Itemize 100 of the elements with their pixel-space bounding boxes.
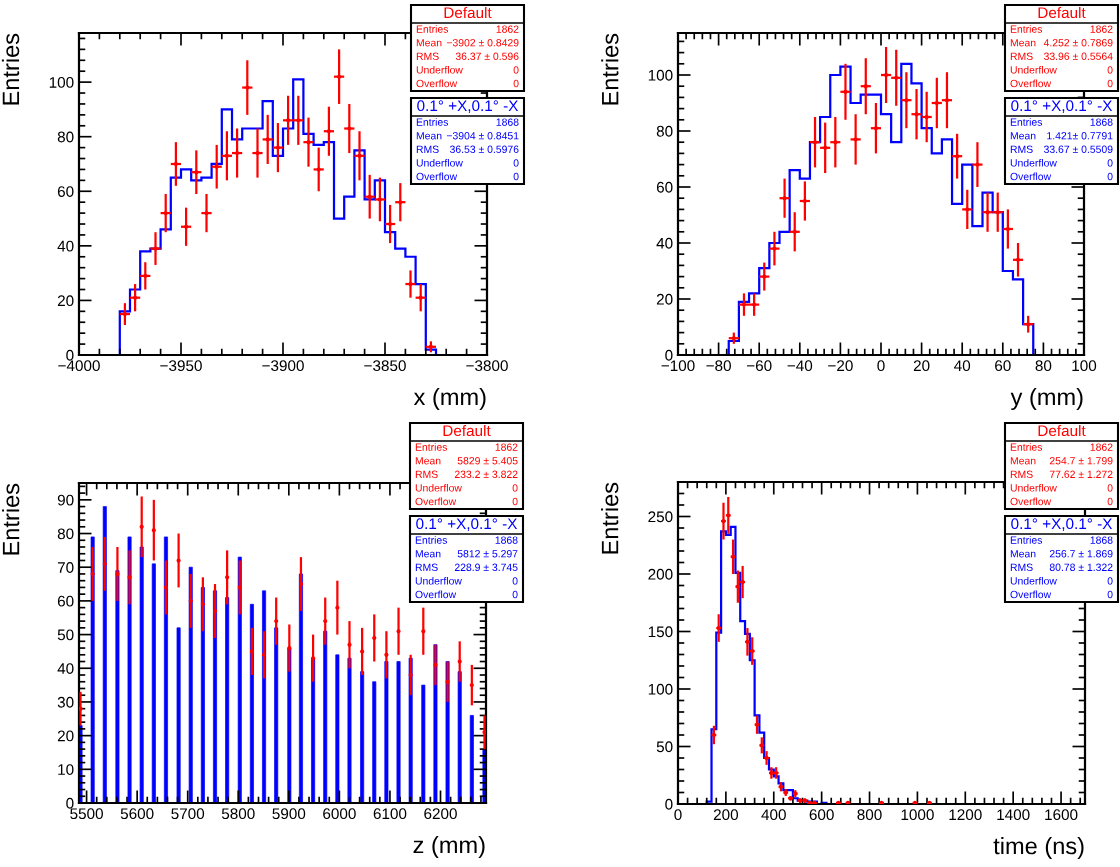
point (384, 652, 389, 657)
y-tick-label: 100 (648, 69, 673, 81)
text: Default (1038, 6, 1086, 19)
x-tick-label: 100 (1072, 360, 1097, 372)
point (335, 605, 340, 610)
text: Mean 5829 ± 5.405 (415, 457, 518, 465)
x-tick-label: −100 (661, 360, 695, 372)
y-tick-label: 0 (66, 797, 74, 809)
x-axis-title: time (ns) (993, 836, 1084, 859)
text: 0.1° +X,0.1° -X (416, 518, 518, 531)
annotation: Mean −3904 ± 0.8451 (416, 132, 519, 140)
y-tick-label: 250 (648, 511, 673, 523)
x-tick-label: −60 (747, 360, 772, 372)
bar (360, 671, 365, 803)
point (298, 581, 304, 587)
bar (151, 563, 156, 803)
text: Entries 1868 (1010, 536, 1113, 544)
point (408, 672, 413, 678)
point (261, 652, 267, 657)
point (274, 619, 279, 624)
y-tick-label: 40 (57, 663, 74, 674)
x-tick-label: −4000 (58, 360, 100, 372)
text: Mean 254.7 ± 1.799 (1010, 457, 1113, 465)
y-axis-title: Entries (1, 33, 20, 105)
point (212, 608, 218, 614)
text: Overflow 0 (416, 79, 519, 88)
x-tick-label: −3950 (160, 360, 202, 372)
text: 0.1° +X,0.1° -X (1011, 100, 1113, 113)
bar (274, 627, 279, 803)
y-axis-title: Entries (601, 482, 619, 554)
y-tick-label: 200 (648, 568, 673, 580)
text: Overflow 0 (1010, 497, 1113, 506)
annotation: RMS 33.67 ± 0.5509 (1010, 145, 1113, 153)
bar (335, 654, 340, 803)
text: RMS 228.9 ± 3.745 (415, 563, 518, 571)
text: Entries 1868 (1010, 118, 1113, 126)
x-tick-label: 400 (761, 809, 786, 821)
bar (311, 657, 316, 803)
point (188, 598, 193, 603)
annotation: Mean 4.252 ± 0.7869 (1010, 39, 1113, 47)
bar (323, 630, 328, 803)
text: Overflow 0 (1010, 172, 1113, 181)
y-tick-label: 0 (66, 349, 74, 361)
text: RMS 233.2 ± 3.822 (415, 470, 518, 478)
x-tick-label: 200 (713, 809, 739, 821)
bar (372, 681, 377, 803)
y-axis-title: Entries (2, 483, 20, 555)
x-tick-label: 40 (954, 360, 971, 372)
text: RMS 77.62 ± 1.272 (1010, 470, 1113, 478)
x-axis-title: x (mm) (413, 387, 486, 410)
x-axis-title: z (mm) (413, 835, 485, 858)
text: Mean 256.7 ± 1.869 (1010, 550, 1113, 558)
point (396, 629, 401, 634)
bar (298, 573, 303, 803)
x-tick-label: −3900 (262, 360, 304, 372)
x-tick-label: 600 (809, 809, 834, 821)
point (151, 528, 156, 533)
text: Overflow 0 (416, 172, 519, 181)
bar (262, 590, 267, 803)
y-tick-label: 0 (665, 798, 673, 810)
text: Overflow 0 (415, 497, 518, 506)
text: Underflow 0 (1010, 483, 1113, 492)
point (287, 645, 292, 651)
y-tick-label: 90 (57, 494, 74, 506)
text: Mean 5812 ± 5.297 (415, 550, 518, 558)
y-tick-label: 40 (656, 237, 673, 249)
x-tick-label: 1200 (949, 809, 982, 821)
point (163, 585, 169, 590)
text: Entries 1868 (415, 536, 518, 544)
x-tick-label: 1600 (1045, 809, 1078, 821)
x-tick-label: 6200 (424, 808, 457, 820)
text: Underflow 0 (1010, 576, 1113, 585)
annotation: RMS 36.53 ± 0.5976 (416, 145, 519, 153)
point (225, 575, 230, 580)
point (115, 571, 120, 577)
x-tick-label: −3850 (364, 360, 406, 372)
text: Default (443, 424, 491, 437)
x-tick-label: 6000 (323, 808, 356, 820)
point (139, 524, 144, 529)
x-tick-label: 60 (995, 360, 1011, 372)
bar (102, 506, 107, 803)
text: Underflow 0 (1010, 65, 1113, 74)
bar (200, 587, 205, 803)
x-tick-label: 5900 (272, 808, 306, 820)
text: Entries 1862 (1010, 443, 1113, 451)
text: Default (1038, 424, 1086, 437)
x-tick-label: 1400 (997, 809, 1030, 821)
point (347, 642, 352, 647)
annotation: Mean 1.421± 0.7791 (1010, 132, 1113, 140)
point (445, 679, 450, 684)
bar (225, 597, 230, 803)
y-tick-label: 150 (648, 626, 673, 638)
point (360, 649, 365, 654)
y-tick-label: 20 (57, 295, 74, 307)
text: Entries 1862 (1010, 25, 1113, 33)
text: Entries 1862 (415, 443, 518, 451)
point (79, 706, 83, 711)
point (102, 561, 107, 566)
bar (396, 661, 401, 803)
y-tick-label: 60 (57, 186, 74, 197)
